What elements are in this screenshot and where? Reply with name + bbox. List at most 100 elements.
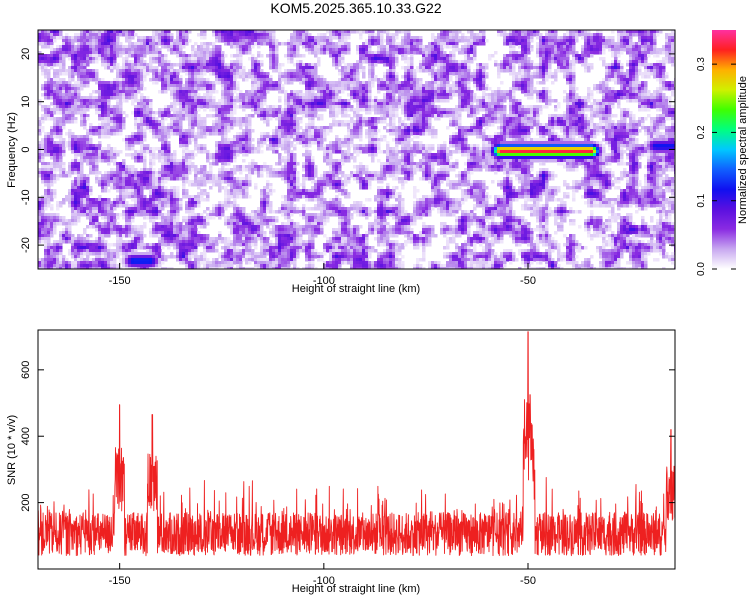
- heatmap-cell: [203, 93, 207, 97]
- heatmap-cell: [50, 81, 54, 85]
- heatmap-cell: [308, 93, 312, 97]
- heatmap-cell: [341, 78, 345, 82]
- heatmap-cell: [458, 78, 462, 82]
- heatmap-cell: [182, 57, 186, 61]
- heatmap-cell: [281, 78, 285, 82]
- heatmap-cell: [95, 54, 99, 58]
- heatmap-cell: [71, 90, 75, 94]
- heatmap-cell: [614, 81, 618, 85]
- heatmap-cell: [350, 63, 354, 67]
- heatmap-cell: [503, 54, 507, 58]
- heatmap-cell: [185, 39, 189, 43]
- heatmap-cell: [518, 57, 522, 61]
- heatmap-cell: [470, 75, 474, 79]
- heatmap-cell: [176, 114, 180, 118]
- heatmap-cell: [311, 63, 315, 67]
- heatmap-cell: [587, 33, 591, 37]
- heatmap-cell: [584, 30, 588, 34]
- heatmap-cell: [221, 72, 225, 76]
- heatmap-cell: [536, 75, 540, 79]
- heatmap-cell: [509, 105, 513, 109]
- heatmap-cell: [650, 105, 654, 109]
- heatmap-cell: [131, 87, 135, 91]
- heatmap-cell: [92, 75, 96, 79]
- heatmap-cell: [176, 111, 180, 115]
- heatmap-cell: [479, 75, 483, 79]
- heatmap-cell: [137, 90, 141, 94]
- heatmap-cell: [548, 96, 552, 100]
- heatmap-cell: [254, 60, 258, 64]
- heatmap-cell: [656, 30, 660, 34]
- heatmap-cell: [269, 111, 273, 115]
- heatmap-cell: [365, 39, 369, 43]
- heatmap-cell: [86, 75, 90, 79]
- heatmap-cell: [101, 51, 105, 55]
- heatmap-cell: [401, 66, 405, 70]
- heatmap-cell: [407, 90, 411, 94]
- heatmap-cell: [659, 93, 663, 97]
- heatmap-cell: [95, 48, 99, 52]
- heatmap-cell: [293, 78, 297, 82]
- heatmap-cell: [587, 36, 591, 40]
- heatmap-cell: [401, 57, 405, 61]
- heatmap-cell: [323, 99, 327, 103]
- heatmap-cell: [263, 84, 267, 88]
- heatmap-cell: [161, 111, 165, 115]
- heatmap-cell: [341, 84, 345, 88]
- heatmap-cell: [404, 90, 408, 94]
- heatmap-cell: [80, 108, 84, 112]
- heatmap-cell: [656, 90, 660, 94]
- heatmap-cell: [71, 105, 75, 109]
- heatmap-cell: [62, 72, 66, 76]
- heatmap-cell: [527, 63, 531, 67]
- heatmap-cell: [308, 66, 312, 70]
- heatmap-cell: [65, 96, 69, 100]
- heatmap-cell: [407, 39, 411, 43]
- heatmap-cell: [623, 39, 627, 43]
- heatmap-cell: [533, 111, 537, 115]
- heatmap-cell: [50, 111, 54, 115]
- heatmap-cell: [644, 33, 648, 37]
- heatmap-cell: [137, 57, 141, 61]
- heatmap-cell: [215, 63, 219, 67]
- heatmap-cell: [197, 45, 201, 49]
- heatmap-cell: [197, 102, 201, 106]
- heatmap-cell: [257, 54, 261, 58]
- heatmap-cell: [116, 63, 120, 67]
- heatmap-cell: [668, 57, 672, 61]
- heatmap-cell: [560, 36, 564, 40]
- heatmap-cell: [650, 102, 654, 106]
- heatmap-cell: [542, 66, 546, 70]
- heatmap-cell: [179, 66, 183, 70]
- heatmap-cell: [620, 69, 624, 73]
- heatmap-cell: [536, 108, 540, 112]
- heatmap-cell: [497, 114, 501, 118]
- heatmap-cell: [122, 78, 126, 82]
- heatmap-cell: [347, 66, 351, 70]
- heatmap-cell: [320, 51, 324, 55]
- heatmap-cell: [62, 60, 66, 64]
- heatmap-cell: [482, 30, 486, 34]
- heatmap-cell: [221, 117, 225, 121]
- heatmap-cell: [389, 63, 393, 67]
- heatmap-cell: [167, 60, 171, 64]
- heatmap-cell: [164, 42, 168, 46]
- heatmap-cell: [62, 93, 66, 97]
- heatmap-cell: [602, 42, 606, 46]
- heatmap-cell: [233, 120, 237, 124]
- heatmap-cell: [623, 84, 627, 88]
- heatmap-cell: [542, 63, 546, 67]
- heatmap-cell: [527, 81, 531, 85]
- heatmap-cell: [404, 36, 408, 40]
- heatmap-cell: [407, 84, 411, 88]
- heatmap-cell: [524, 117, 528, 121]
- heatmap-cell: [194, 108, 198, 112]
- heatmap-cell: [443, 99, 447, 103]
- heatmap-cell: [128, 93, 132, 97]
- heatmap-cell: [287, 99, 291, 103]
- heatmap-cell: [269, 30, 273, 34]
- heatmap-cell: [632, 51, 636, 55]
- heatmap-cell: [440, 90, 444, 94]
- heatmap-cell: [320, 102, 324, 106]
- heatmap-cell: [338, 120, 342, 124]
